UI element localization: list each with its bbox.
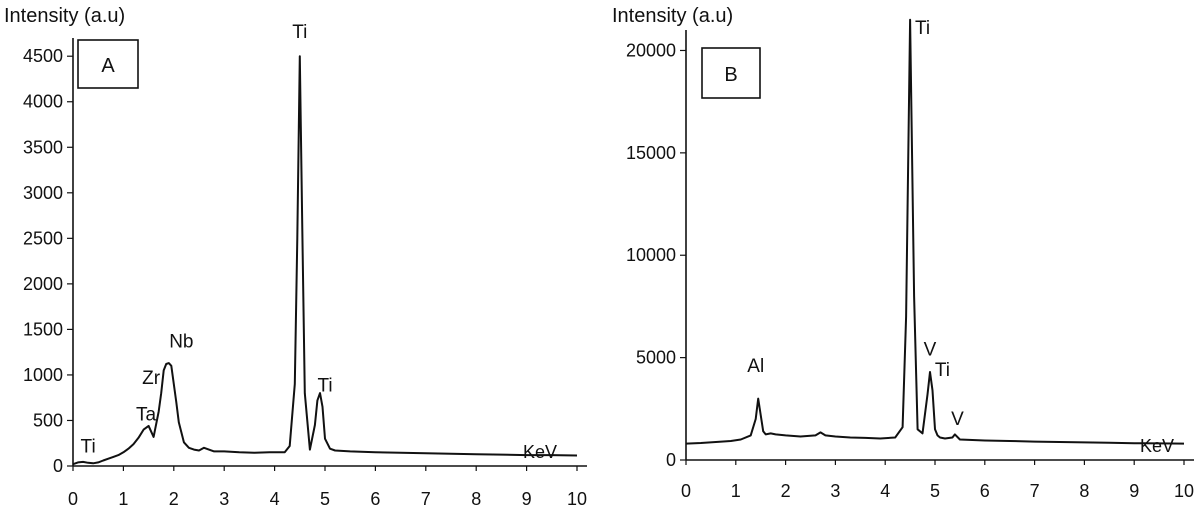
- panel-a-label-box: A: [77, 39, 139, 89]
- panel-b-y-tick-label: 0: [666, 450, 676, 470]
- panel-a-y-tick-label: 3500: [23, 137, 63, 157]
- panel-a-x-tick-label: 10: [567, 489, 587, 509]
- panel-b-x-tick-label: 8: [1079, 481, 1089, 501]
- panel-b-y-tick-label: 5000: [636, 348, 676, 368]
- panel-a-box: [77, 39, 139, 89]
- panel-a-x-tick-label: 9: [522, 489, 532, 509]
- panel-b-x-tick-label: 6: [980, 481, 990, 501]
- panel-b-label: B: [724, 64, 737, 86]
- panel-b-x-tick-label: 5: [930, 481, 940, 501]
- panel-b-x-tick-label: 9: [1129, 481, 1139, 501]
- panel-a-peak-label: Nb: [169, 332, 193, 353]
- panel-a-spectrum-line: [72, 55, 578, 466]
- panel-b-spectrum-line: [685, 18, 1185, 445]
- panel-a-axes: [72, 38, 587, 467]
- panel-a-peak-label: Ti: [292, 22, 307, 43]
- panel-b-peak-label: Ti: [935, 360, 950, 381]
- panel-a-y-tick-label: 2500: [23, 228, 63, 248]
- panel-a-y-tick-label: 1000: [23, 365, 63, 385]
- panel-a-y-tick-label: 2000: [23, 274, 63, 294]
- panel-a-x-tick-label: 0: [68, 489, 78, 509]
- panel-a-peak-label: Zr: [142, 368, 161, 389]
- panel-b-x-tick-label: 7: [1030, 481, 1040, 501]
- panel-a-annotations: Ti Ta Zr Nb Ti Ti: [81, 22, 333, 457]
- panel-b-label-box: B: [701, 47, 761, 99]
- panel-b-x-tick-label: 0: [681, 481, 691, 501]
- panel-a-y-tick-label: 0: [53, 456, 63, 476]
- panel-a-x-tick-label: 1: [118, 489, 128, 509]
- panel-b-x-tick-label: 1: [731, 481, 741, 501]
- panel-b-x-tick-label: 4: [880, 481, 890, 501]
- panel-b-x-axis-label: KeV: [1140, 436, 1174, 456]
- panel-a-ticks: 0 500 1000 1500 2000 2500 3000 3500 4000 4500 0 1 2 3…: [23, 46, 587, 509]
- panel-b-x-tick-label: 3: [830, 481, 840, 501]
- panel-a-y-tick-label: 1500: [23, 319, 63, 339]
- panel-b-y-tick-label: 20000: [626, 40, 676, 60]
- panel-a-y-tick-label: 4500: [23, 46, 63, 66]
- panel-b-peak-label: V: [924, 340, 937, 361]
- panel-b-x-tick-label: 10: [1174, 481, 1194, 501]
- panel-a-peak-label: Ti: [317, 375, 332, 396]
- panel-a-x-tick-label: 2: [169, 489, 179, 509]
- panel-a-label: A: [101, 55, 115, 77]
- panel-b-y-axis-label: Intensity (a.u): [612, 5, 733, 27]
- panel-a-x-tick-label: 5: [320, 489, 330, 509]
- panel-a-y-tick-label: 3000: [23, 183, 63, 203]
- panel-b-x-tick-label: 2: [781, 481, 791, 501]
- panel-b-box: [701, 47, 761, 99]
- panel-a-peak-label: Ta: [136, 404, 157, 425]
- panel-a-x-tick-label: 3: [219, 489, 229, 509]
- panel-a: Intensity (a.u) A 0500100015002000250030…: [4, 5, 587, 509]
- panel-b-y-tick-label: 15000: [626, 143, 676, 163]
- panel-a-y-tick-label: 500: [33, 410, 63, 430]
- panel-b-peak-label: V: [951, 409, 964, 430]
- panel-a-y-tick-label: 4000: [23, 92, 63, 112]
- panel-b-peak-label: Ti: [915, 18, 930, 39]
- panel-b: Intensity (a.u) B 0 5000 10000 15000 20000 0 1…: [612, 5, 1194, 501]
- panel-b-peak-label: Al: [747, 356, 764, 377]
- panel-b-ticks: 0 5000 10000 15000 20000 0 1 2 3 4 5 6 7 8 9 10: [626, 40, 1194, 501]
- panel-a-peak-label: Ti: [81, 436, 96, 457]
- panel-a-x-tick-label: 8: [471, 489, 481, 509]
- panel-a-x-tick-label: 7: [421, 489, 431, 509]
- panel-b-axes: [685, 30, 1194, 461]
- panel-a-x-tick-label: 6: [370, 489, 380, 509]
- panel-a-y-axis-label: Intensity (a.u): [4, 5, 125, 27]
- panel-a-x-axis-label: KeV: [523, 442, 557, 462]
- panel-a-x-tick-label: 4: [270, 489, 280, 509]
- panel-b-y-tick-label: 10000: [626, 245, 676, 265]
